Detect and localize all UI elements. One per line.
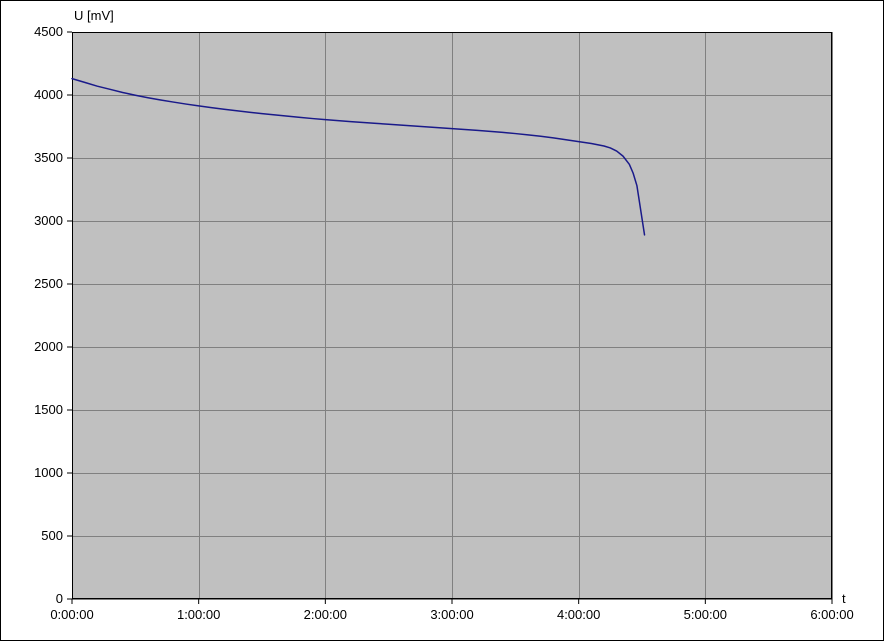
discharge-curve-chart: 0:00:00 1:00:00 2:00:00 3:00:00 4:00:00 5:00:… [0, 0, 884, 641]
x-tick-label: 4:00:00 [557, 607, 600, 622]
y-tick-label: 2000 [34, 339, 63, 354]
y-tick-label: 500 [41, 528, 63, 543]
chart-wrapper: 0:00:00 1:00:00 2:00:00 3:00:00 4:00:00 5:00:… [0, 0, 884, 641]
y-tick-label: 1500 [34, 402, 63, 417]
y-tick-label: 1000 [34, 465, 63, 480]
y-axis-title: U [mV] [74, 8, 114, 23]
x-tick-label: 5:00:00 [684, 607, 727, 622]
y-tick-label: 3000 [34, 213, 63, 228]
y-tick-label: 2500 [34, 276, 63, 291]
y-tick-label: 3500 [34, 150, 63, 165]
x-axis-title: t [842, 591, 846, 606]
x-tick-label: 0:00:00 [50, 607, 93, 622]
x-tick-label: 3:00:00 [430, 607, 473, 622]
x-tick-label: 1:00:00 [177, 607, 220, 622]
x-tick-label: 2:00:00 [304, 607, 347, 622]
x-tick-label: 6:00:00 [810, 607, 853, 622]
y-tick-label: 4000 [34, 87, 63, 102]
y-tick-label: 4500 [34, 24, 63, 39]
y-tick-label: 0 [56, 591, 63, 606]
